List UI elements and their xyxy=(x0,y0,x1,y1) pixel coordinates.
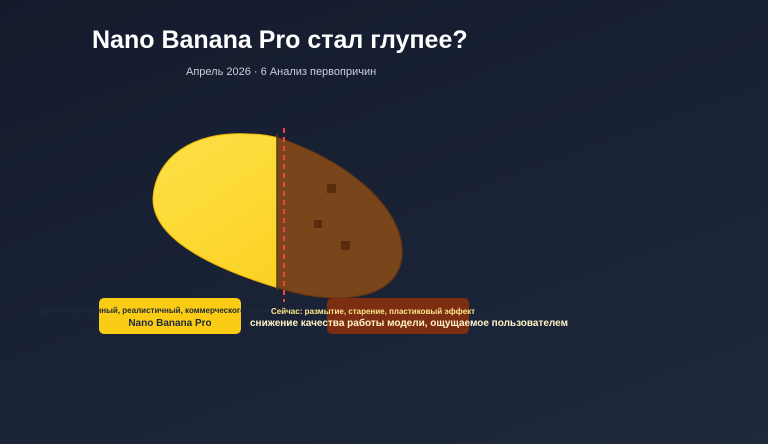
before-name: Nano Banana Pro xyxy=(128,318,212,329)
before-label-box xyxy=(99,298,241,334)
rot-spot-icon xyxy=(327,184,336,193)
rot-spot-icon xyxy=(314,220,322,228)
spoiled-half xyxy=(277,136,403,299)
after-description: Сейчас: размытие, старение, пластиковый … xyxy=(271,307,476,316)
fresh-half xyxy=(152,133,277,289)
before-description: Детализированный, реалистичный, коммерче… xyxy=(40,306,276,315)
page-subtitle: Апрель 2026 · 6 Анализ первопричин xyxy=(186,66,377,78)
rot-spot-icon xyxy=(341,241,350,250)
after-label-box xyxy=(327,298,469,334)
after-name: снижение качества работы модели, ощущаем… xyxy=(250,318,568,329)
page-title: Nano Banana Pro стал глупее? xyxy=(92,26,468,54)
